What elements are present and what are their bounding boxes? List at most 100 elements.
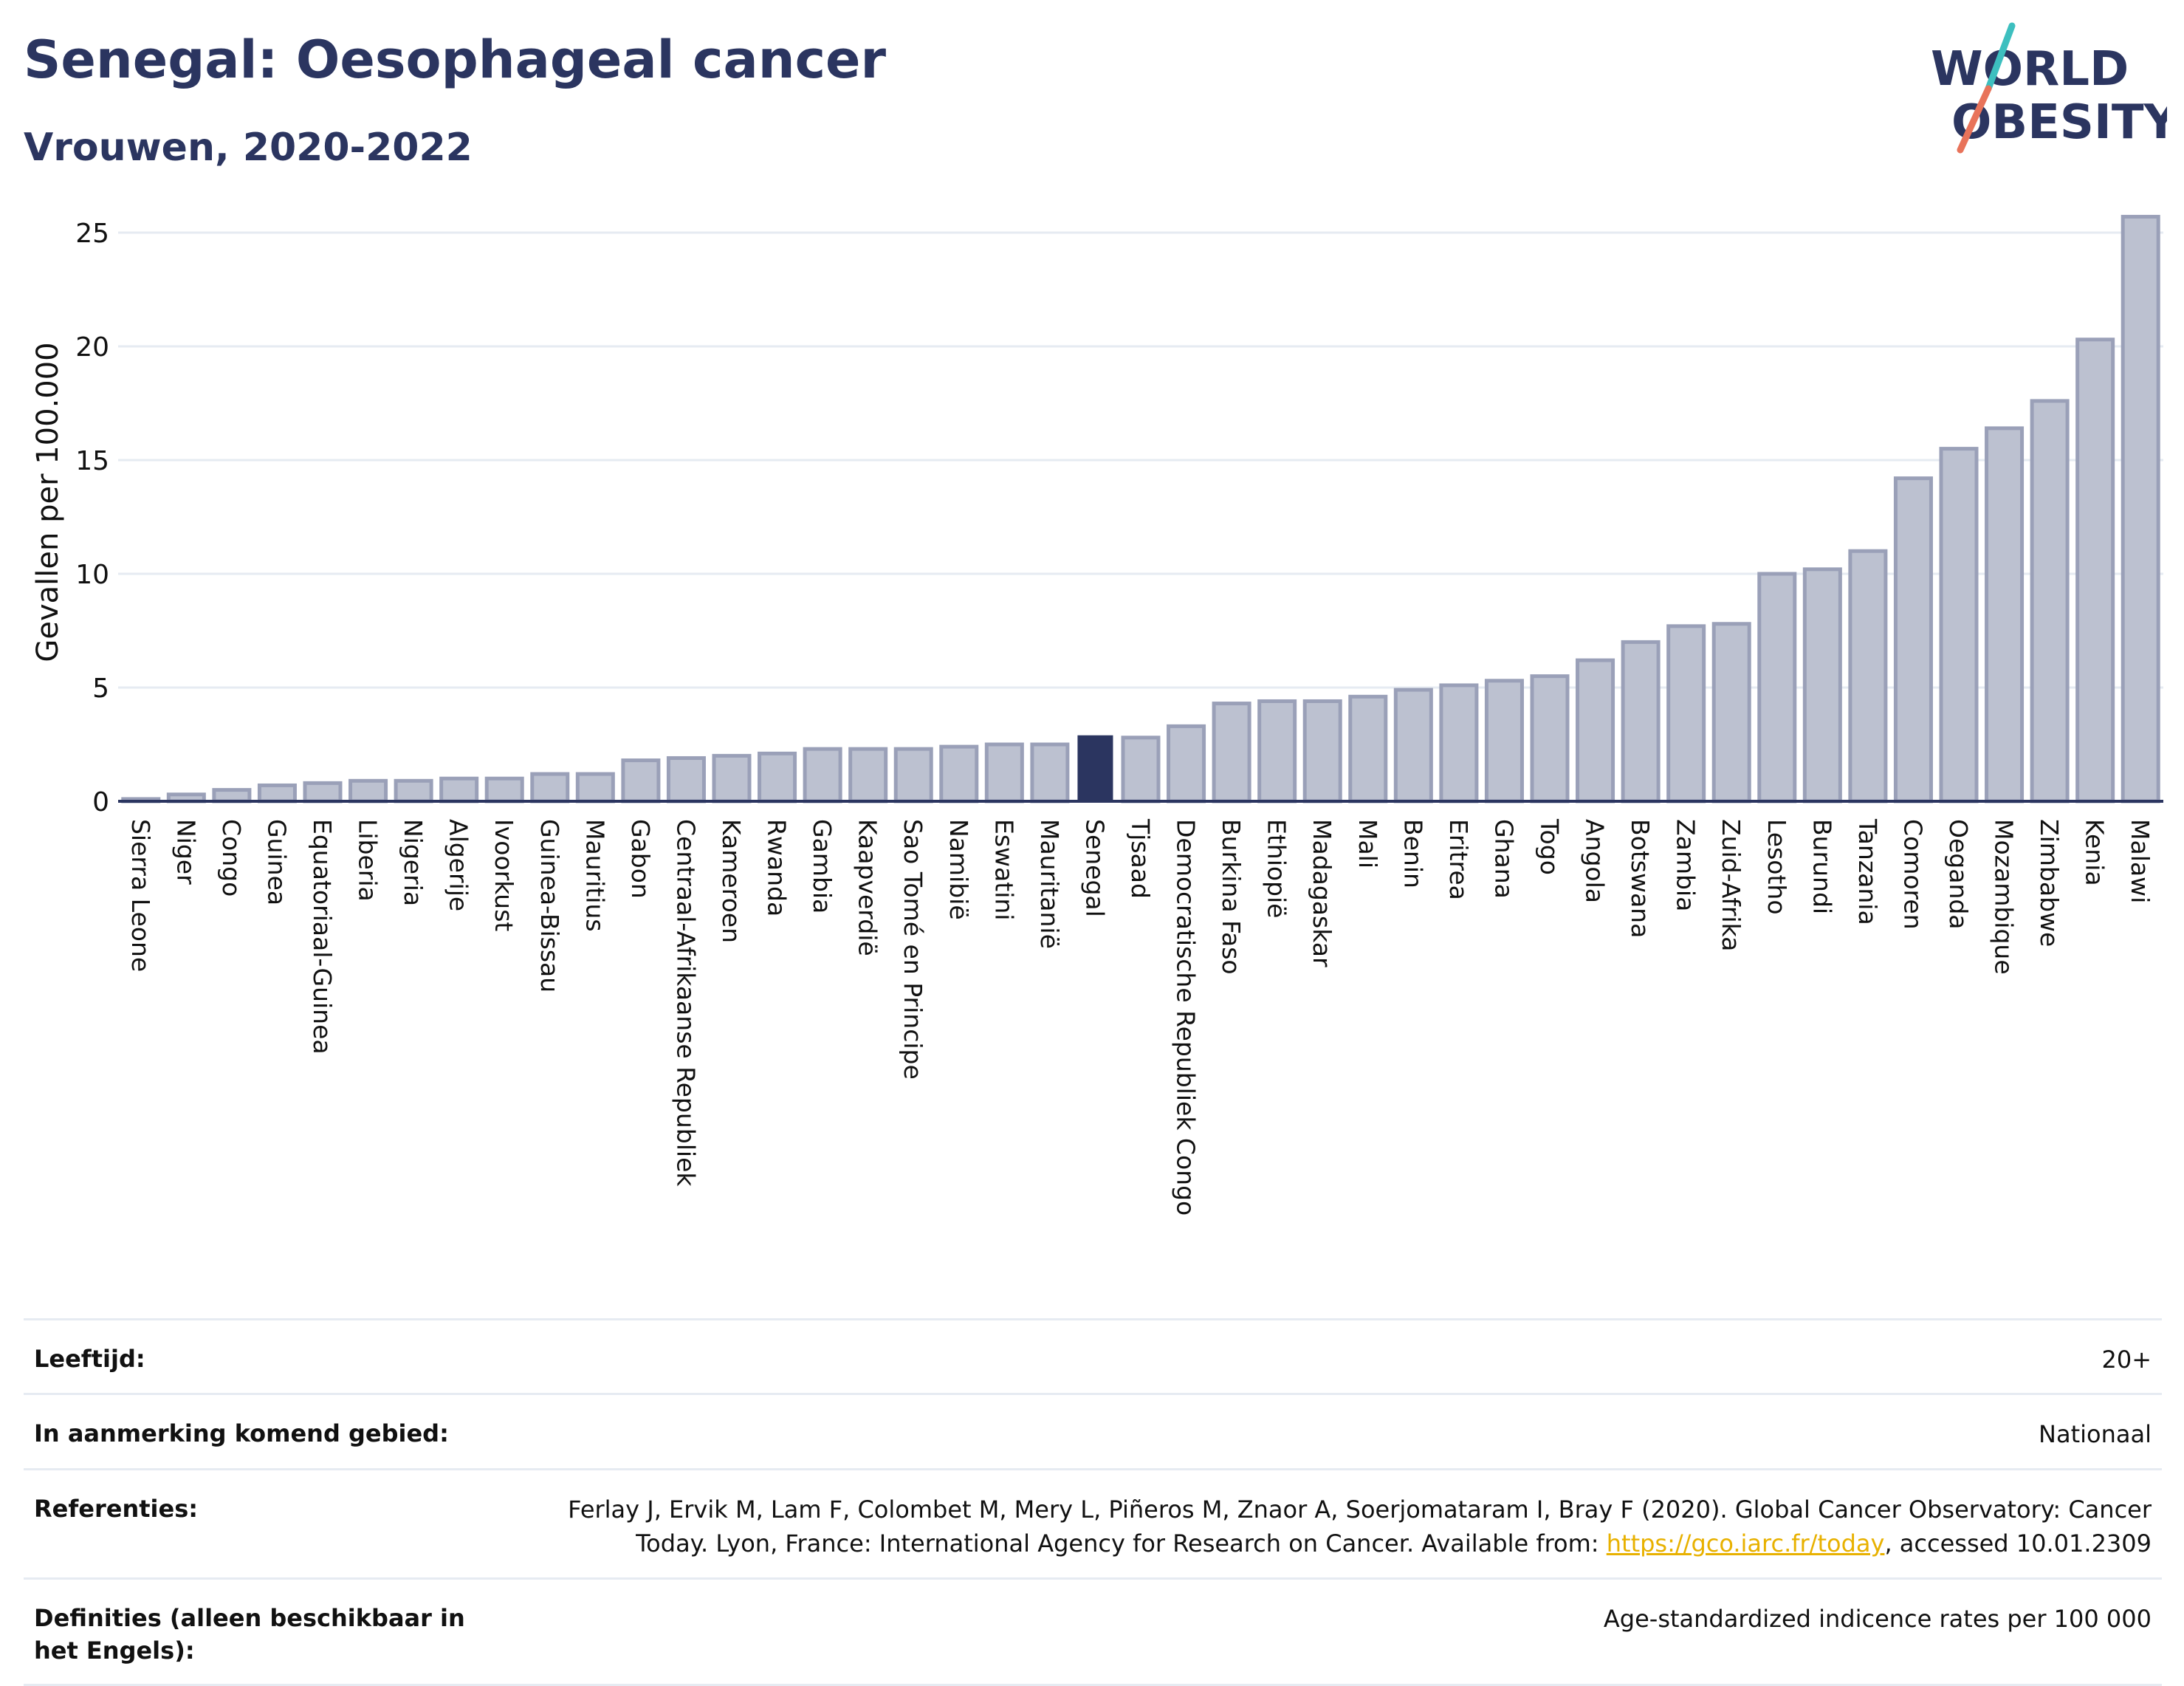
x-tick-label: Botswana	[1626, 819, 1655, 938]
bar-liberia	[348, 778, 388, 803]
x-tick-label: Algerije	[444, 819, 473, 911]
bar-zambia	[1666, 624, 1706, 803]
bar-chart: 0 5 10 15 20 25 Sierra Leone Niger Congo Guinea E…	[31, 214, 2163, 1216]
bar-lesotho	[1757, 572, 1797, 803]
x-tick-label: Tanzania	[1853, 818, 1882, 925]
bar-ethiopi-	[1257, 699, 1297, 803]
bar-tjsaad	[1121, 736, 1161, 803]
info-key-definitions: Definities (alleen beschikbaar in het En…	[34, 1603, 465, 1665]
x-tick-label: Burkina Faso	[1217, 819, 1246, 975]
x-tick-label: Mozambique	[1990, 819, 2019, 975]
x-tick-label: Guinea	[262, 819, 291, 905]
y-tick-label: 15	[75, 446, 109, 476]
y-tick-label: 25	[75, 219, 109, 249]
y-axis-title: Gevallen per 100.000	[31, 342, 65, 662]
info-value-area: Nationaal	[2039, 1420, 2152, 1449]
logo-text-obesity: OBESITY	[1951, 95, 2167, 150]
bar-democratische-republiek-congo	[1167, 724, 1206, 803]
bar-mauritius	[575, 772, 615, 803]
bar-kameroen	[712, 753, 752, 803]
bar-botswana	[1621, 640, 1661, 803]
x-tick-label: Ghana	[1489, 819, 1518, 899]
bar-angola	[1576, 658, 1615, 803]
y-tick-label: 20	[75, 332, 109, 363]
x-tick-label: Namibië	[944, 819, 973, 920]
reference-link[interactable]: https://gco.iarc.fr/today	[1606, 1529, 1885, 1558]
x-tick-label: Malawi	[2126, 819, 2154, 903]
bar-madagaskar	[1302, 699, 1342, 803]
bar-equatoriaal-guinea	[303, 781, 343, 803]
logo-slash-bottom	[1957, 85, 1992, 154]
x-tick-label: Togo	[1535, 818, 1564, 875]
bar-mozambique	[1985, 426, 2025, 803]
x-tick-label: Kenia	[2081, 819, 2109, 886]
chart-subtitle: Vrouwen, 2020-2022	[24, 126, 473, 170]
x-tick-label: Liberia	[354, 819, 382, 902]
x-tick-label: Sierra Leone	[126, 819, 155, 972]
reference-text: Ferlay J, Ervik M, Lam F, Colombet M, Me…	[568, 1495, 2152, 1558]
x-tick-label: Zambia	[1672, 819, 1700, 911]
x-tick-label: Tjsaad	[1126, 818, 1155, 899]
x-tick-label: Mali	[1353, 819, 1382, 868]
y-axis-ticks: 0 5 10 15 20 25	[75, 219, 109, 818]
x-tick-label: Nigeria	[399, 819, 427, 906]
bars	[121, 214, 2160, 803]
bar-kenia	[2075, 337, 2115, 803]
info-key-age: Leeftijd:	[34, 1345, 145, 1373]
bar-benin	[1393, 688, 1433, 803]
bar-eritrea	[1439, 683, 1479, 803]
x-tick-label: Oeganda	[1944, 819, 1973, 930]
x-tick-label: Centraal-Afrikaanse Republiek	[671, 819, 700, 1187]
bar-eswatini	[984, 742, 1024, 803]
x-tick-label: Senegal	[1080, 819, 1109, 917]
info-value-references: Ferlay J, Ervik M, Lam F, Colombet M, Me…	[564, 1493, 2152, 1561]
bar-zimbabwe	[2030, 399, 2070, 803]
info-table: Leeftijd: 20+ In aanmerking komend gebie…	[24, 1318, 2162, 1686]
bar-rwanda	[758, 751, 797, 803]
info-key-references: Referenties:	[34, 1494, 199, 1523]
x-tick-label: Lesotho	[1762, 819, 1791, 915]
info-row-area: In aanmerking komend gebied: Nationaal	[24, 1393, 2162, 1467]
logo-slash-top	[1985, 22, 2016, 92]
x-tick-label: Sao Tomé en Principe	[899, 819, 927, 1080]
x-tick-label: Niger	[171, 819, 200, 885]
info-key-area: In aanmerking komend gebied:	[34, 1419, 449, 1448]
reference-accessed: , accessed 10.01.2309	[1884, 1529, 2152, 1558]
bar-kaapverdi-	[848, 747, 888, 803]
bar-burkina-faso	[1212, 702, 1251, 803]
x-axis-labels: Sierra Leone Niger Congo Guinea Equatoriaal-…	[126, 818, 2154, 1216]
x-tick-label: Kaapverdië	[854, 819, 882, 956]
x-tick-label: Kameroen	[717, 819, 746, 943]
y-tick-label: 10	[75, 560, 109, 590]
x-tick-label: Zimbabwe	[2035, 819, 2064, 947]
x-tick-label: Gambia	[808, 819, 837, 914]
x-tick-label: Guinea-Bissau	[535, 819, 564, 993]
x-tick-label: Equatoriaal-Guinea	[308, 819, 337, 1055]
x-tick-label: Eritrea	[1444, 819, 1473, 900]
bar-malawi	[2121, 214, 2160, 803]
bar-togo	[1530, 674, 1570, 803]
bar-mali	[1348, 694, 1388, 803]
bar-oeganda	[1939, 447, 1979, 803]
bar-senegal	[1077, 735, 1113, 801]
bar-tanzania	[1848, 549, 1888, 803]
info-value-definitions: Age-standardized indicence rates per 100…	[1603, 1604, 2152, 1633]
bar-centraal-afrikaanse-republiek	[666, 755, 706, 803]
world-obesity-logo: WORLD OBESITY	[1931, 22, 2167, 154]
bar-gambia	[803, 747, 842, 803]
bar-zuid-afrika	[1711, 622, 1751, 803]
bar-congo	[212, 788, 252, 803]
x-tick-label: Eswatini	[989, 819, 1018, 920]
info-row-references: Referenties: Ferlay J, Ervik M, Lam F, C…	[24, 1467, 2162, 1577]
x-tick-label: Mauritius	[580, 819, 609, 932]
bar-comoren	[1893, 476, 1933, 803]
bar-ivoorkust	[484, 776, 524, 803]
x-tick-label: Benin	[1398, 819, 1427, 888]
x-tick-label: Rwanda	[763, 819, 791, 916]
info-row-age: Leeftijd: 20+	[24, 1318, 2162, 1393]
bar-ghana	[1484, 679, 1524, 803]
x-tick-label: Mauritanië	[1035, 819, 1064, 949]
x-tick-label: Angola	[1581, 819, 1610, 903]
info-row-definitions: Definities (alleen beschikbaar in het En…	[24, 1577, 2162, 1686]
bar-namibi-	[939, 744, 979, 803]
